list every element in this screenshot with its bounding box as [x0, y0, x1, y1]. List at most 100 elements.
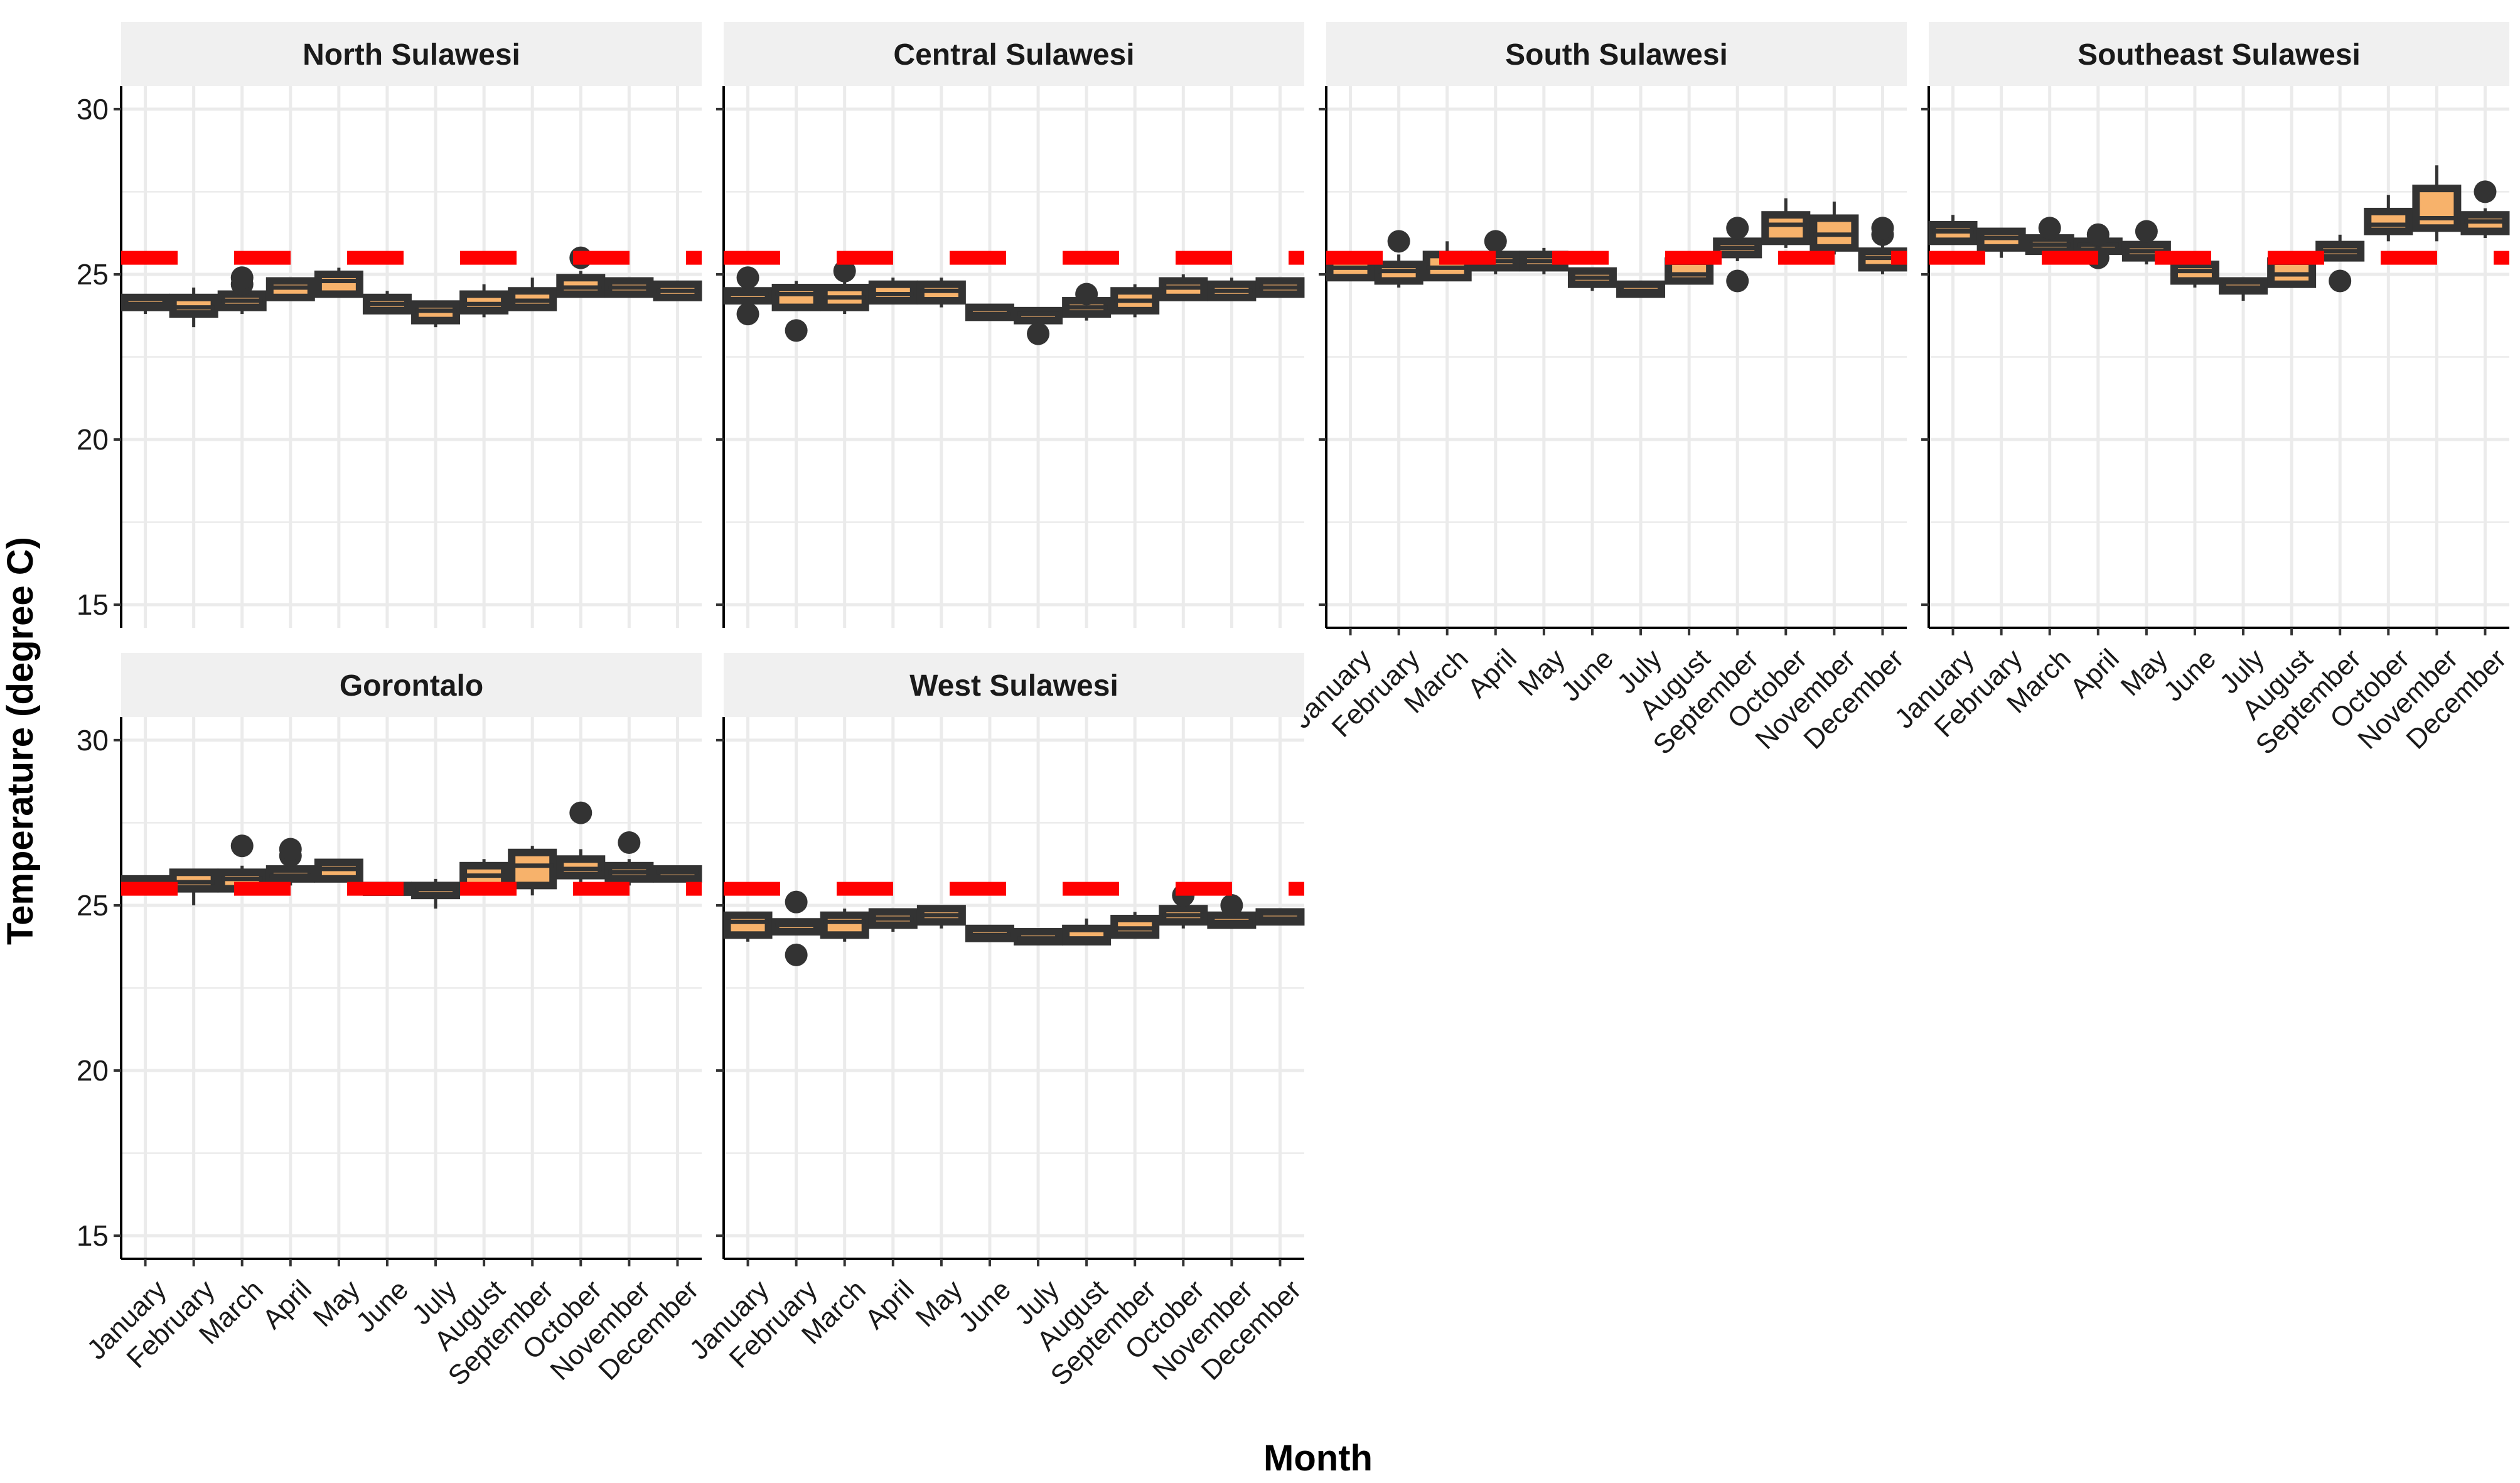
panel-title: North Sulawesi [303, 38, 520, 72]
y-tick-label: 25 [77, 258, 109, 291]
box-november [604, 277, 654, 298]
y-tick-label: 25 [77, 889, 109, 922]
y-axis-title: Temperature (degree C) [0, 537, 41, 945]
outlier-point [569, 801, 592, 824]
outlier-point [2135, 220, 2158, 243]
panel-grid [1326, 86, 1907, 628]
box-july [1014, 928, 1063, 946]
box-december [1255, 908, 1305, 926]
panel-strip [1326, 22, 1907, 86]
outlier-point [833, 259, 856, 283]
box-june [965, 303, 1014, 321]
outlier-point [1387, 230, 1410, 253]
box-december [653, 280, 702, 301]
panel-strip [724, 653, 1304, 717]
outlier-point [785, 319, 808, 342]
box-february [771, 890, 821, 966]
box-october [556, 801, 606, 883]
outlier-point [736, 266, 759, 289]
panel-1: Central Sulawesi [716, 22, 1305, 628]
panel-title: Central Sulawesi [893, 38, 1134, 72]
box-august [459, 284, 509, 318]
y-tick-label: 15 [77, 1219, 109, 1252]
box-may [916, 278, 966, 308]
panel-title: West Sulawesi [909, 669, 1118, 703]
outlier-point [785, 943, 808, 966]
box-may [314, 267, 363, 298]
box-march [820, 909, 869, 942]
box-february [169, 287, 218, 328]
box-november [1207, 893, 1257, 929]
y-tick-label: 20 [77, 423, 109, 456]
box-march [820, 259, 869, 315]
box-body [723, 911, 773, 939]
box-september [508, 846, 557, 896]
box-april [265, 277, 315, 301]
box-april [868, 908, 918, 932]
box-february [1976, 227, 2026, 258]
panel-title: South Sulawesi [1505, 38, 1728, 72]
box-august [1062, 283, 1112, 321]
outlier-point [2086, 223, 2110, 246]
box-september [1110, 912, 1160, 939]
box-february [771, 281, 821, 342]
outlier-point [230, 834, 254, 858]
box-july [1014, 306, 1063, 345]
box-may [2121, 220, 2171, 265]
box-june [1567, 267, 1617, 291]
box-october [1159, 274, 1208, 301]
box-december [653, 865, 702, 883]
box-november [1810, 202, 1859, 255]
outlier-point [279, 838, 302, 861]
box-april [868, 278, 918, 305]
panel-4: Gorontalo15202530JanuaryFebruaryMarchApr… [77, 653, 705, 1391]
box-december [2460, 180, 2510, 239]
panels: North Sulawesi 15 20 25 30 Central Sulawesi So… [77, 22, 2512, 1391]
box-body [1761, 211, 1811, 245]
outlier-point [785, 890, 808, 914]
panel-0: North Sulawesi 15 20 25 30 [77, 22, 702, 628]
box-body [2412, 185, 2462, 232]
panel-strip [121, 653, 702, 717]
box-december [1255, 277, 1305, 298]
box-january [723, 266, 773, 326]
outlier-point [1220, 893, 1243, 917]
box-july [2219, 277, 2268, 301]
panel-title: Gorontalo [340, 669, 483, 703]
box-january [723, 911, 773, 942]
box-january [1928, 215, 1978, 245]
panel-grid [1929, 86, 2509, 628]
panel-strip [1929, 22, 2509, 86]
panel-3: Southeast SulawesiJanuaryFebruaryMarchAp… [1889, 22, 2512, 760]
box-july [411, 300, 461, 328]
panel-strip [724, 22, 1304, 86]
box-march [217, 266, 267, 315]
panel-grid [724, 86, 1304, 628]
panel-title: Southeast Sulawesi [2078, 38, 2361, 72]
y-tick-label: 30 [77, 724, 109, 757]
outlier-point [618, 831, 641, 854]
box-body [314, 270, 363, 298]
box-october [1761, 198, 1811, 248]
box-september [1713, 217, 1762, 293]
outlier-point [1871, 217, 1894, 240]
outlier-point [230, 266, 254, 289]
outlier-point [2329, 269, 2352, 293]
box-june [2170, 261, 2219, 288]
panel-grid [121, 717, 702, 1259]
y-tick-label: 15 [77, 588, 109, 621]
box-september [1110, 284, 1160, 318]
outlier-point [2474, 180, 2497, 203]
box-december [1858, 217, 1907, 274]
panel-grid [724, 717, 1304, 1259]
box-february [169, 868, 218, 905]
x-axis-title: Month [1263, 1438, 1373, 1479]
y-tick-label: 30 [77, 93, 109, 126]
box-body [771, 283, 821, 311]
box-april [265, 838, 315, 886]
box-june [965, 924, 1014, 942]
outlier-point [1027, 322, 1050, 345]
outlier-point [2038, 217, 2061, 240]
outlier-point [736, 303, 759, 326]
outlier-point [1075, 283, 1098, 306]
